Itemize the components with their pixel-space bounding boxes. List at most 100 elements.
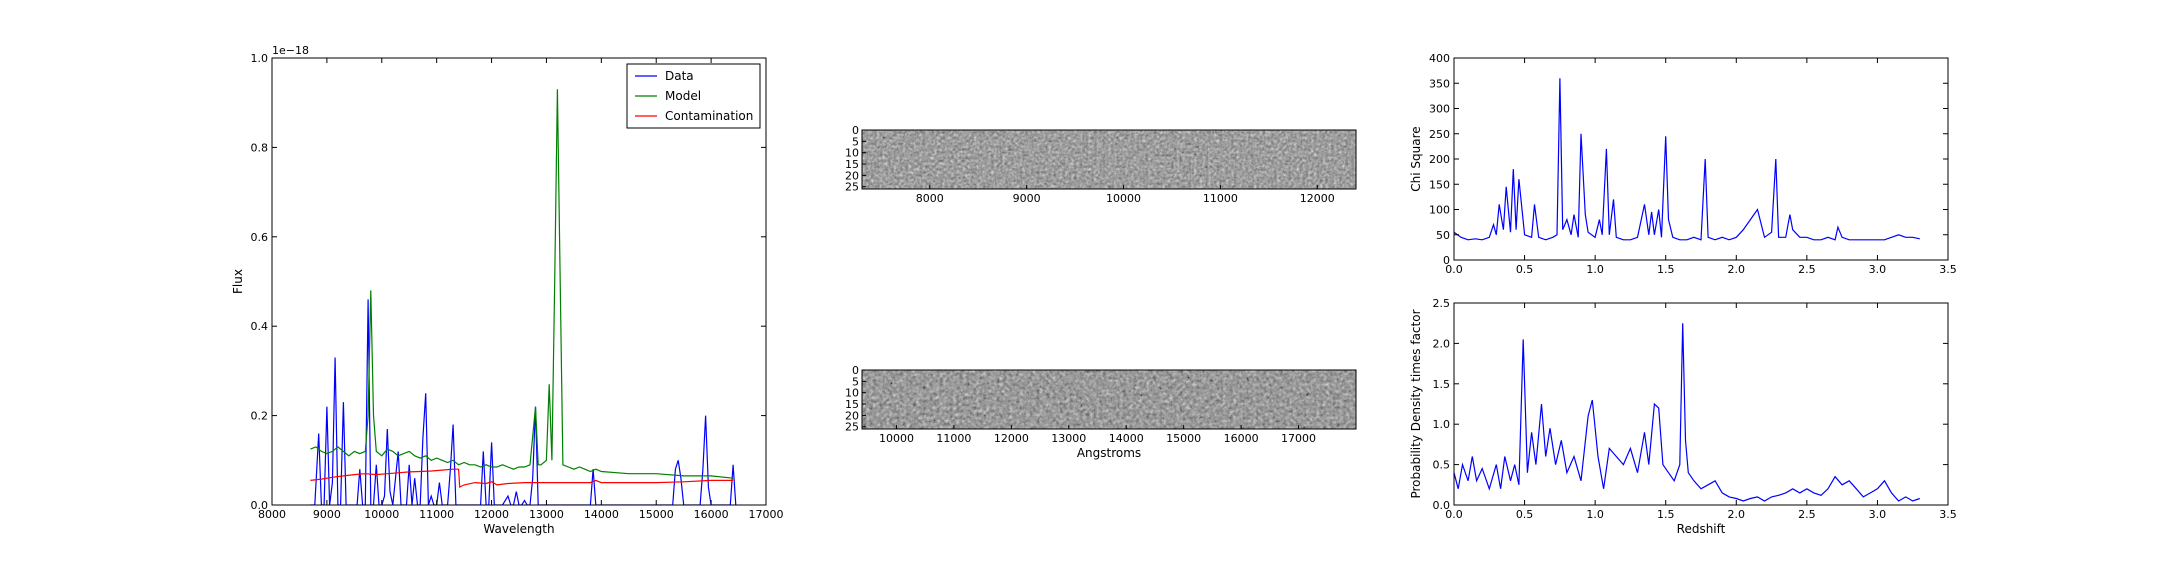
x-tick-label: 11000 bbox=[1203, 192, 1238, 205]
x-tick-label: 2.5 bbox=[1798, 263, 1816, 276]
x-tick-label: 11000 bbox=[419, 508, 454, 521]
x-tick-label: 13000 bbox=[529, 508, 564, 521]
y-tick-label: 1.0 bbox=[1433, 418, 1451, 431]
y-tick-label: 0 bbox=[852, 124, 859, 137]
y-tick-label: 15 bbox=[845, 158, 859, 171]
x-tick-label: 3.0 bbox=[1869, 508, 1887, 521]
series-line-data bbox=[310, 299, 737, 505]
x-tick-label: 12000 bbox=[474, 508, 509, 521]
series-line-model bbox=[310, 89, 734, 479]
y-tick-label: 15 bbox=[845, 398, 859, 411]
x-tick-label: 13000 bbox=[1051, 432, 1086, 445]
x-tick-label: 1.5 bbox=[1657, 263, 1675, 276]
y-tick-label: 5 bbox=[852, 375, 859, 388]
x-tick-label: 12000 bbox=[994, 432, 1029, 445]
legend-label-data: Data bbox=[665, 69, 694, 83]
chi-square-chart: 0.0 0.5 1.0 1.5 2.0 2.5 3.0 3.5 0 50 100 150 200 250 3… bbox=[1409, 52, 1957, 276]
x-axis-label: Redshift bbox=[1677, 522, 1726, 536]
x-tick-label: 2.5 bbox=[1798, 508, 1816, 521]
y-tick-label: 2.5 bbox=[1433, 297, 1451, 310]
x-axis-label: Wavelength bbox=[483, 522, 554, 536]
x-tick-label: 10000 bbox=[1106, 192, 1141, 205]
x-tick-label: 0.0 bbox=[1445, 263, 1463, 276]
y-tick-label: 150 bbox=[1429, 178, 1450, 191]
y-tick-label: 5 bbox=[852, 135, 859, 148]
x-tick-label: 3.5 bbox=[1939, 263, 1957, 276]
spectrum-chart: 8000 9000 10000 11000 12000 13000 14000 15000 16… bbox=[231, 44, 784, 536]
x-tick-label: 9000 bbox=[313, 508, 341, 521]
stamp-image-2: 10000 11000 12000 13000 14000 15000 16000 17000… bbox=[845, 364, 1357, 460]
y-tick-label: 0.2 bbox=[251, 410, 269, 423]
plot-frame bbox=[271, 57, 767, 506]
x-tick-label: 0.0 bbox=[1445, 508, 1463, 521]
stamp-noise bbox=[862, 130, 1356, 189]
legend-label-model: Model bbox=[665, 89, 701, 103]
x-tick-label: 8000 bbox=[258, 508, 286, 521]
x-tick-label: 17000 bbox=[749, 508, 784, 521]
x-tick-label: 3.0 bbox=[1869, 263, 1887, 276]
x-tick-label: 8000 bbox=[916, 192, 944, 205]
series-line-main bbox=[1454, 78, 1920, 241]
legend-frame bbox=[626, 63, 761, 129]
x-tick-label: 11000 bbox=[936, 432, 971, 445]
y-tick-label: 0.4 bbox=[251, 320, 269, 333]
series-line-main bbox=[1454, 323, 1920, 502]
x-tick-label: 0.5 bbox=[1516, 263, 1534, 276]
y-tick-label: 20 bbox=[845, 409, 859, 422]
x-tick-label: 16000 bbox=[1224, 432, 1259, 445]
y-tick-label: 0.6 bbox=[251, 231, 269, 244]
y-axis-label: Chi Square bbox=[1409, 126, 1423, 191]
y-tick-label: 25 bbox=[845, 421, 859, 434]
y-tick-label: 0 bbox=[1443, 254, 1450, 267]
x-tick-label: 15000 bbox=[639, 508, 674, 521]
x-tick-label: 1.0 bbox=[1586, 263, 1604, 276]
y-tick-label: 0.0 bbox=[251, 499, 269, 512]
stamp-frame bbox=[861, 129, 1357, 190]
y-tick-label: 100 bbox=[1429, 204, 1450, 217]
y-tick-label: 0.5 bbox=[1433, 459, 1451, 472]
y-tick-label: 1.5 bbox=[1433, 378, 1451, 391]
x-tick-label: 2.0 bbox=[1728, 508, 1746, 521]
y-tick-label: 400 bbox=[1429, 52, 1450, 65]
x-tick-label: 2.0 bbox=[1728, 263, 1746, 276]
x-axis-label: Angstroms bbox=[1077, 446, 1141, 460]
y-tick-label: 10 bbox=[845, 147, 859, 160]
probability-chart: 0.0 0.5 1.0 1.5 2.0 2.5 3.0 3.5 0.0 0.5 1.0 1.5 2.0 2… bbox=[1409, 297, 1957, 536]
x-tick-label: 15000 bbox=[1166, 432, 1201, 445]
y-tick-label: 200 bbox=[1429, 153, 1450, 166]
x-tick-label: 0.5 bbox=[1516, 508, 1534, 521]
y-tick-label: 0.8 bbox=[251, 141, 269, 154]
x-tick-label: 1.0 bbox=[1586, 508, 1604, 521]
plot-frame bbox=[1453, 302, 1949, 506]
y-tick-label: 2.0 bbox=[1433, 337, 1451, 350]
series-line-contamination bbox=[310, 468, 734, 489]
y-tick-label: 10 bbox=[845, 387, 859, 400]
y-tick-label: 350 bbox=[1429, 77, 1450, 90]
x-tick-label: 10000 bbox=[364, 508, 399, 521]
x-tick-label: 9000 bbox=[1013, 192, 1041, 205]
x-tick-label: 14000 bbox=[584, 508, 619, 521]
x-tick-label: 14000 bbox=[1109, 432, 1144, 445]
legend-label-contamination: Contamination bbox=[665, 109, 753, 123]
x-tick-label: 1.5 bbox=[1657, 508, 1675, 521]
x-tick-label: 10000 bbox=[879, 432, 914, 445]
y-tick-label: 1.0 bbox=[251, 52, 269, 65]
y-tick-label: 0.0 bbox=[1433, 499, 1451, 512]
stamp-noise bbox=[862, 370, 1356, 429]
y-axis-label: Probability Density times factor bbox=[1409, 309, 1423, 498]
y-tick-label: 50 bbox=[1436, 229, 1450, 242]
y-tick-label: 250 bbox=[1429, 128, 1450, 141]
y-tick-label: 25 bbox=[845, 181, 859, 194]
y-tick-label: 20 bbox=[845, 169, 859, 182]
legend: Data Model Contamination bbox=[626, 63, 761, 129]
x-tick-label: 17000 bbox=[1281, 432, 1316, 445]
stamp-frame bbox=[861, 369, 1357, 430]
y-tick-label: 0 bbox=[852, 364, 859, 377]
x-tick-label: 3.5 bbox=[1939, 508, 1957, 521]
y-offset-label: 1e−18 bbox=[272, 44, 309, 57]
x-tick-label: 16000 bbox=[694, 508, 729, 521]
x-tick-label: 12000 bbox=[1300, 192, 1335, 205]
y-tick-label: 300 bbox=[1429, 103, 1450, 116]
